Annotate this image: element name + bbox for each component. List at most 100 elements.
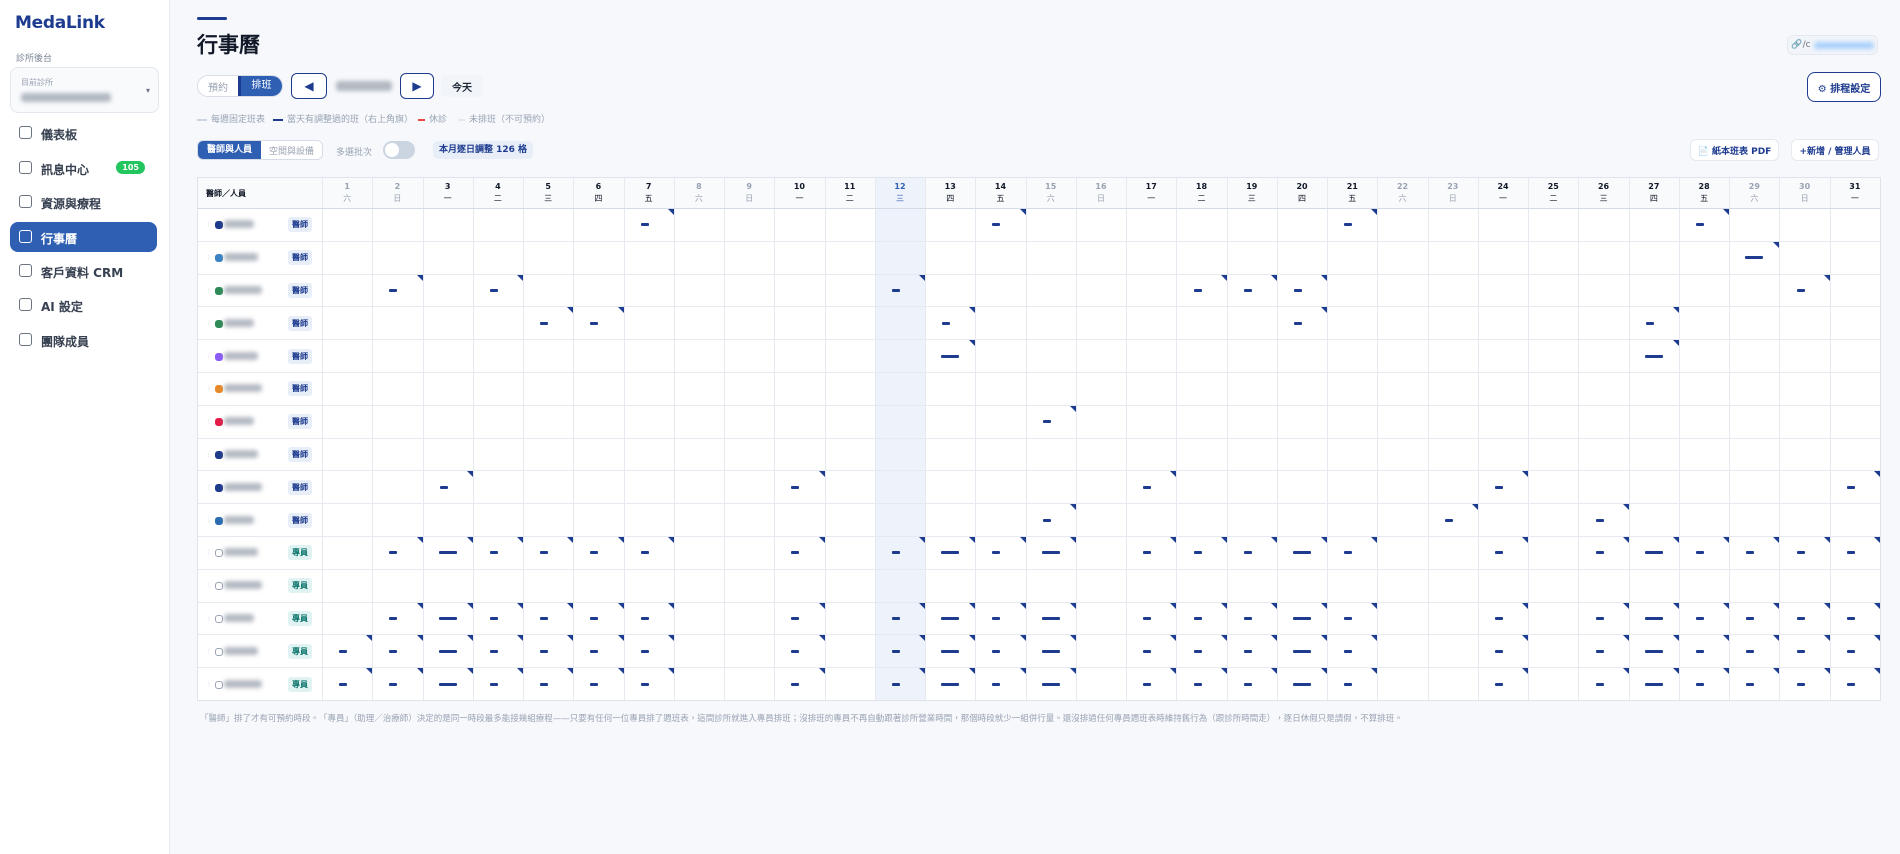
row-line [198, 273, 1880, 275]
weekday: 四 [1298, 194, 1307, 203]
adjusted-flag [1371, 635, 1378, 642]
nav-item[interactable]: 客戶資料 CRM [10, 256, 157, 286]
adjusted-flag [667, 209, 674, 215]
col-line [1276, 178, 1278, 700]
adjusted-flag [919, 602, 926, 609]
shift-mark [438, 551, 457, 555]
manage-button[interactable]: +新增 / 管理人員 [1791, 139, 1879, 161]
nav-item[interactable]: 資源與療程 [10, 187, 157, 217]
adjusted-flag [466, 668, 473, 675]
tab-active[interactable]: 醫師與人員 [198, 141, 261, 159]
adjusted-flag [466, 537, 473, 543]
shift-mark [942, 321, 951, 325]
adjust-chip: 本月逐日調整 126 格 [433, 141, 533, 159]
shift-mark [1193, 617, 1202, 620]
adjusted-flag [1773, 668, 1780, 675]
day-number: 11 [844, 182, 856, 191]
adjusted-flag [1069, 602, 1076, 609]
adjusted-flag [1723, 209, 1730, 215]
adjusted-flag [1170, 602, 1177, 609]
adjusted-flag [617, 668, 624, 675]
col-line [1126, 178, 1128, 700]
nav-item[interactable]: 團隊成員 [10, 325, 157, 355]
day-number: 27 [1648, 182, 1660, 191]
shift-mark [891, 682, 900, 686]
shift-mark [1495, 551, 1504, 555]
role-tag: 醫師 [288, 217, 312, 233]
adjusted-flag [969, 537, 976, 543]
header-row-bg [198, 178, 1880, 208]
legend-text: 每週固定班表 [211, 115, 266, 125]
weekday: 五 [996, 194, 1005, 203]
weekday: 六 [343, 194, 352, 203]
shift-mark [1041, 551, 1060, 555]
shift-mark [1846, 649, 1855, 653]
col-line [472, 178, 474, 700]
today-button[interactable]: 今天 [441, 75, 483, 97]
adjusted-flag [1371, 602, 1378, 609]
shift-mark [941, 682, 960, 686]
adjusted-flag [1371, 209, 1378, 215]
tab[interactable]: 空間與設備 [268, 146, 314, 157]
batch-switch[interactable] [383, 141, 415, 159]
day-number: 21 [1346, 182, 1358, 191]
today-column [874, 178, 926, 700]
day-number: 8 [696, 182, 702, 191]
mode-tab[interactable]: 預約 [208, 82, 228, 94]
adjusted-flag [1723, 537, 1730, 543]
next-button[interactable]: ▶ [400, 73, 434, 99]
adjusted-flag [1321, 602, 1328, 609]
shift-mark [1041, 649, 1060, 653]
day-number: 9 [746, 182, 752, 191]
shift-mark [1796, 551, 1805, 555]
pdf-button[interactable]: 📄 紙本班表 PDF [1690, 139, 1779, 161]
shift-mark [540, 551, 549, 555]
shift-mark [1746, 617, 1755, 620]
adjusted-flag [1723, 668, 1730, 675]
nav-item[interactable]: 訊息中心 105 [10, 153, 157, 183]
adjusted-flag [919, 668, 926, 675]
adjusted-flag [1874, 602, 1880, 609]
nav-label: 客戶資料 CRM [41, 266, 124, 280]
shift-mark [389, 289, 398, 292]
weekday: 二 [1549, 194, 1558, 203]
adjusted-flag [667, 635, 674, 642]
adjusted-flag [1723, 635, 1730, 642]
adjusted-flag [1622, 668, 1629, 675]
adjusted-flag [1823, 602, 1830, 609]
weekday: 二 [493, 194, 502, 203]
batch-label: 多選批次 [336, 148, 373, 158]
role-tag: 醫師 [288, 479, 312, 495]
prev-button[interactable]: ◀ [291, 73, 327, 99]
mode-tab-active[interactable]: 排班 [238, 76, 282, 96]
clinic-select[interactable]: 目前診所 ▾ [10, 67, 159, 113]
adjusted-flag [416, 635, 423, 642]
weekday: 四 [1649, 194, 1658, 203]
nav-item[interactable]: 儀表板 [10, 118, 157, 148]
adjusted-flag [617, 307, 624, 314]
shift-mark [1293, 617, 1312, 620]
role-tag: 醫師 [288, 283, 312, 298]
weekday: 五 [644, 194, 653, 203]
adjusted-flag [1321, 668, 1328, 675]
nav-item[interactable]: 行事曆 [10, 222, 157, 252]
row-line [198, 470, 1880, 472]
link-chip[interactable]: 🔗/c [1787, 35, 1878, 55]
shift-mark [489, 289, 498, 292]
shift-mark [640, 649, 649, 653]
adjusted-flag [1672, 668, 1679, 675]
adjusted-flag [919, 274, 926, 281]
col-line [1729, 178, 1731, 700]
staff-name [224, 253, 258, 262]
settings-button[interactable]: ⚙ 排程設定 [1807, 72, 1881, 102]
adjusted-flag [1270, 537, 1277, 543]
adjusted-flag [1371, 537, 1378, 543]
adjusted-flag [1622, 504, 1629, 511]
nav-item[interactable]: AI 設定 [10, 290, 157, 320]
shift-mark [791, 649, 800, 653]
adjusted-flag [1321, 307, 1328, 314]
weekday: 日 [745, 194, 754, 203]
blurred-text [1813, 41, 1874, 49]
shift-mark [1293, 551, 1312, 555]
